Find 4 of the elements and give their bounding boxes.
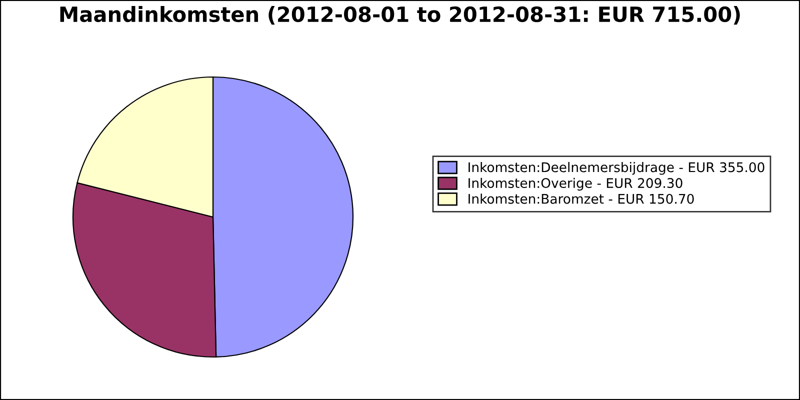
legend-label: Inkomsten:Baromzet - EUR 150.70 xyxy=(468,194,694,204)
legend-label: Inkomsten:Overige - EUR 209.30 xyxy=(468,178,682,191)
legend-label: Inkomsten:Deelnemersbijdrage - EUR 355.00 xyxy=(468,162,764,175)
chart-title: Maandinkomsten (2012-08-01 to 2012-08-31: EUR 715.00) xyxy=(60,6,740,25)
